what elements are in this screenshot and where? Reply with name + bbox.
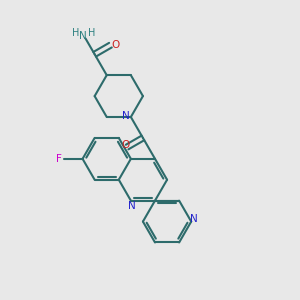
Text: N: N: [128, 201, 136, 211]
Text: N: N: [122, 110, 129, 121]
Text: H: H: [72, 28, 80, 38]
Text: F: F: [56, 154, 62, 164]
Text: N: N: [79, 32, 87, 41]
Text: H: H: [88, 28, 96, 38]
Text: O: O: [122, 140, 130, 150]
Text: N: N: [190, 214, 198, 224]
Text: O: O: [112, 40, 120, 50]
